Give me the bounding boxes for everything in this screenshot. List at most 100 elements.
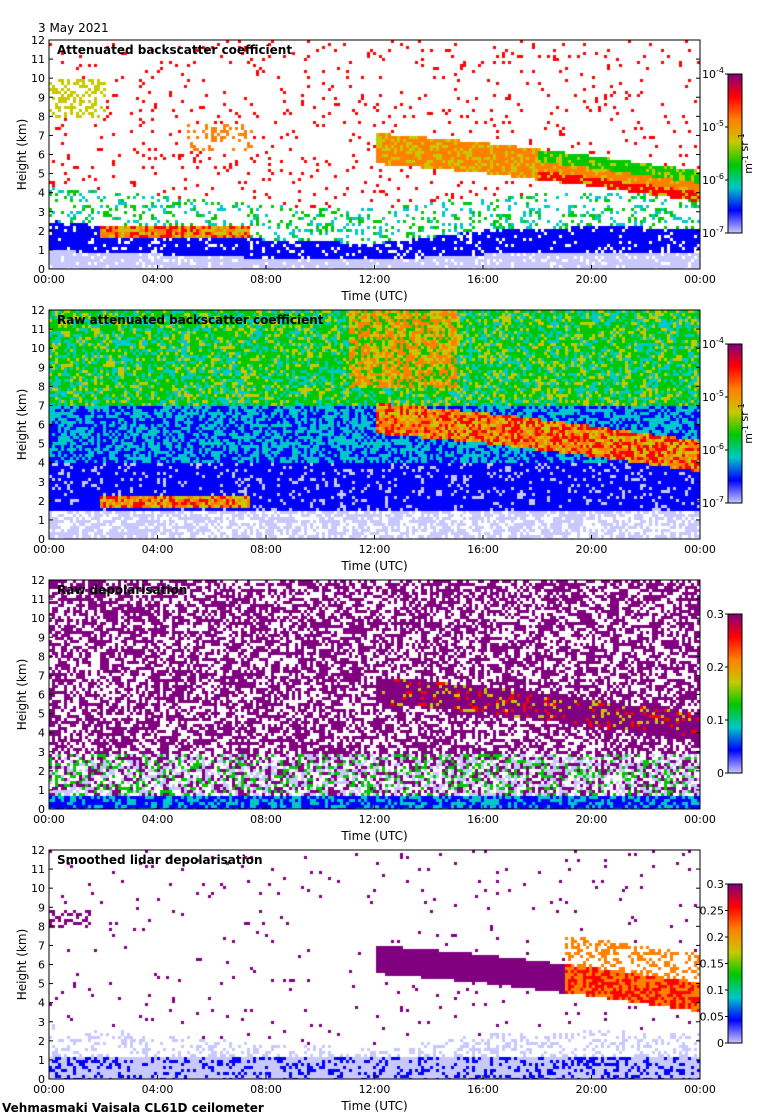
- colorbar-tick-label: 0.2: [707, 931, 725, 944]
- y-axis-label: Height (km): [15, 659, 29, 730]
- y-tick-label: 5: [38, 168, 45, 181]
- panel-title: Raw depolarisation: [57, 583, 187, 597]
- x-tick-label: 12:00: [359, 813, 391, 826]
- colorbar-tick-label: 0.3: [707, 878, 725, 891]
- y-tick-label: 2: [38, 1035, 45, 1048]
- x-tick-label: 04:00: [142, 813, 174, 826]
- x-tick-label: 16:00: [467, 1083, 499, 1096]
- y-tick-label: 9: [38, 901, 45, 914]
- y-tick-label: 8: [38, 920, 45, 933]
- y-tick-label: 2: [38, 225, 45, 238]
- y-tick-label: 10: [31, 342, 45, 355]
- colorbar-tick-label: 0.3: [707, 608, 725, 621]
- panel-title: Raw attenuated backscatter coefficient: [57, 313, 324, 327]
- colorbar-tick-label: 10-6: [702, 172, 724, 187]
- x-tick-label: 20:00: [576, 273, 608, 286]
- x-tick-label: 00:00: [684, 813, 716, 826]
- heatmap-image: [49, 40, 700, 269]
- colorbar: [727, 883, 743, 1044]
- date-label: 3 May 2021: [38, 21, 109, 35]
- x-tick-label: 20:00: [576, 1083, 608, 1096]
- y-tick-label: 5: [38, 708, 45, 721]
- y-tick-label: 0: [38, 803, 45, 816]
- y-tick-label: 8: [38, 650, 45, 663]
- y-axis-label: Height (km): [15, 119, 29, 190]
- x-axis-label: Time (UTC): [340, 559, 407, 573]
- y-tick-label: 11: [31, 863, 45, 876]
- y-tick-label: 4: [38, 457, 45, 470]
- x-tick-label: 16:00: [467, 813, 499, 826]
- y-tick-label: 10: [31, 882, 45, 895]
- x-tick-label: 04:00: [142, 1083, 174, 1096]
- y-tick-label: 9: [38, 91, 45, 104]
- colorbar: [727, 73, 743, 234]
- colorbar-tick-label: 0.05: [700, 1011, 725, 1024]
- colorbar-label: m-1 sr-1: [737, 403, 755, 443]
- y-tick-label: 10: [31, 612, 45, 625]
- y-tick-label: 10: [31, 72, 45, 85]
- y-axis-label: Height (km): [15, 929, 29, 1000]
- colorbar-tick-label: 10-6: [702, 442, 724, 457]
- y-tick-label: 7: [38, 399, 45, 412]
- x-tick-label: 12:00: [359, 543, 391, 556]
- y-tick-label: 11: [31, 593, 45, 606]
- y-tick-label: 7: [38, 669, 45, 682]
- y-tick-label: 3: [38, 476, 45, 489]
- y-tick-label: 3: [38, 206, 45, 219]
- x-axis-label: Time (UTC): [340, 829, 407, 843]
- colorbar-tick-label: 10-4: [702, 336, 724, 351]
- heatmap-image: [49, 580, 700, 809]
- x-tick-label: 00:00: [33, 273, 65, 286]
- y-tick-label: 3: [38, 746, 45, 759]
- y-tick-label: 4: [38, 187, 45, 200]
- y-tick-label: 6: [38, 959, 45, 972]
- y-tick-label: 8: [38, 380, 45, 393]
- y-tick-label: 9: [38, 631, 45, 644]
- y-tick-label: 12: [31, 34, 45, 47]
- heatmap-image: [49, 310, 700, 539]
- y-tick-label: 1: [38, 1054, 45, 1067]
- y-tick-label: 4: [38, 727, 45, 740]
- y-tick-label: 2: [38, 495, 45, 508]
- y-tick-label: 1: [38, 244, 45, 257]
- y-tick-label: 5: [38, 978, 45, 991]
- y-tick-label: 0: [38, 533, 45, 546]
- y-tick-label: 3: [38, 1016, 45, 1029]
- x-tick-label: 08:00: [250, 543, 282, 556]
- y-tick-label: 0: [38, 263, 45, 276]
- x-tick-label: 08:00: [250, 273, 282, 286]
- x-axis-label: Time (UTC): [340, 289, 407, 303]
- x-tick-label: 08:00: [250, 1083, 282, 1096]
- colorbar-tick-label: 0.1: [707, 984, 725, 997]
- panel-title: Attenuated backscatter coefficient: [57, 43, 292, 57]
- y-tick-label: 6: [38, 689, 45, 702]
- x-tick-label: 20:00: [576, 543, 608, 556]
- colorbar-tick-label: 0.25: [700, 905, 725, 918]
- y-tick-label: 12: [31, 574, 45, 587]
- y-tick-label: 6: [38, 419, 45, 432]
- x-tick-label: 16:00: [467, 543, 499, 556]
- y-tick-label: 7: [38, 129, 45, 142]
- colorbar-tick-label: 0.15: [700, 958, 725, 971]
- colorbar: [727, 343, 743, 504]
- x-tick-label: 04:00: [142, 273, 174, 286]
- heatmap-image: [49, 850, 700, 1079]
- colorbar-label: m-1 sr-1: [737, 133, 755, 173]
- colorbar-tick-label: 0: [717, 767, 724, 780]
- y-tick-label: 12: [31, 844, 45, 857]
- y-tick-label: 8: [38, 110, 45, 123]
- x-tick-label: 00:00: [33, 1083, 65, 1096]
- x-axis-label: Time (UTC): [340, 1099, 407, 1113]
- y-tick-label: 6: [38, 149, 45, 162]
- y-tick-label: 12: [31, 304, 45, 317]
- x-tick-label: 00:00: [684, 543, 716, 556]
- x-tick-label: 04:00: [142, 543, 174, 556]
- x-tick-label: 20:00: [576, 813, 608, 826]
- panel-title: Smoothed lidar depolarisation: [57, 853, 263, 867]
- x-tick-label: 12:00: [359, 1083, 391, 1096]
- y-tick-label: 0: [38, 1073, 45, 1086]
- x-tick-label: 08:00: [250, 813, 282, 826]
- y-tick-label: 2: [38, 765, 45, 778]
- x-tick-label: 16:00: [467, 273, 499, 286]
- y-tick-label: 5: [38, 438, 45, 451]
